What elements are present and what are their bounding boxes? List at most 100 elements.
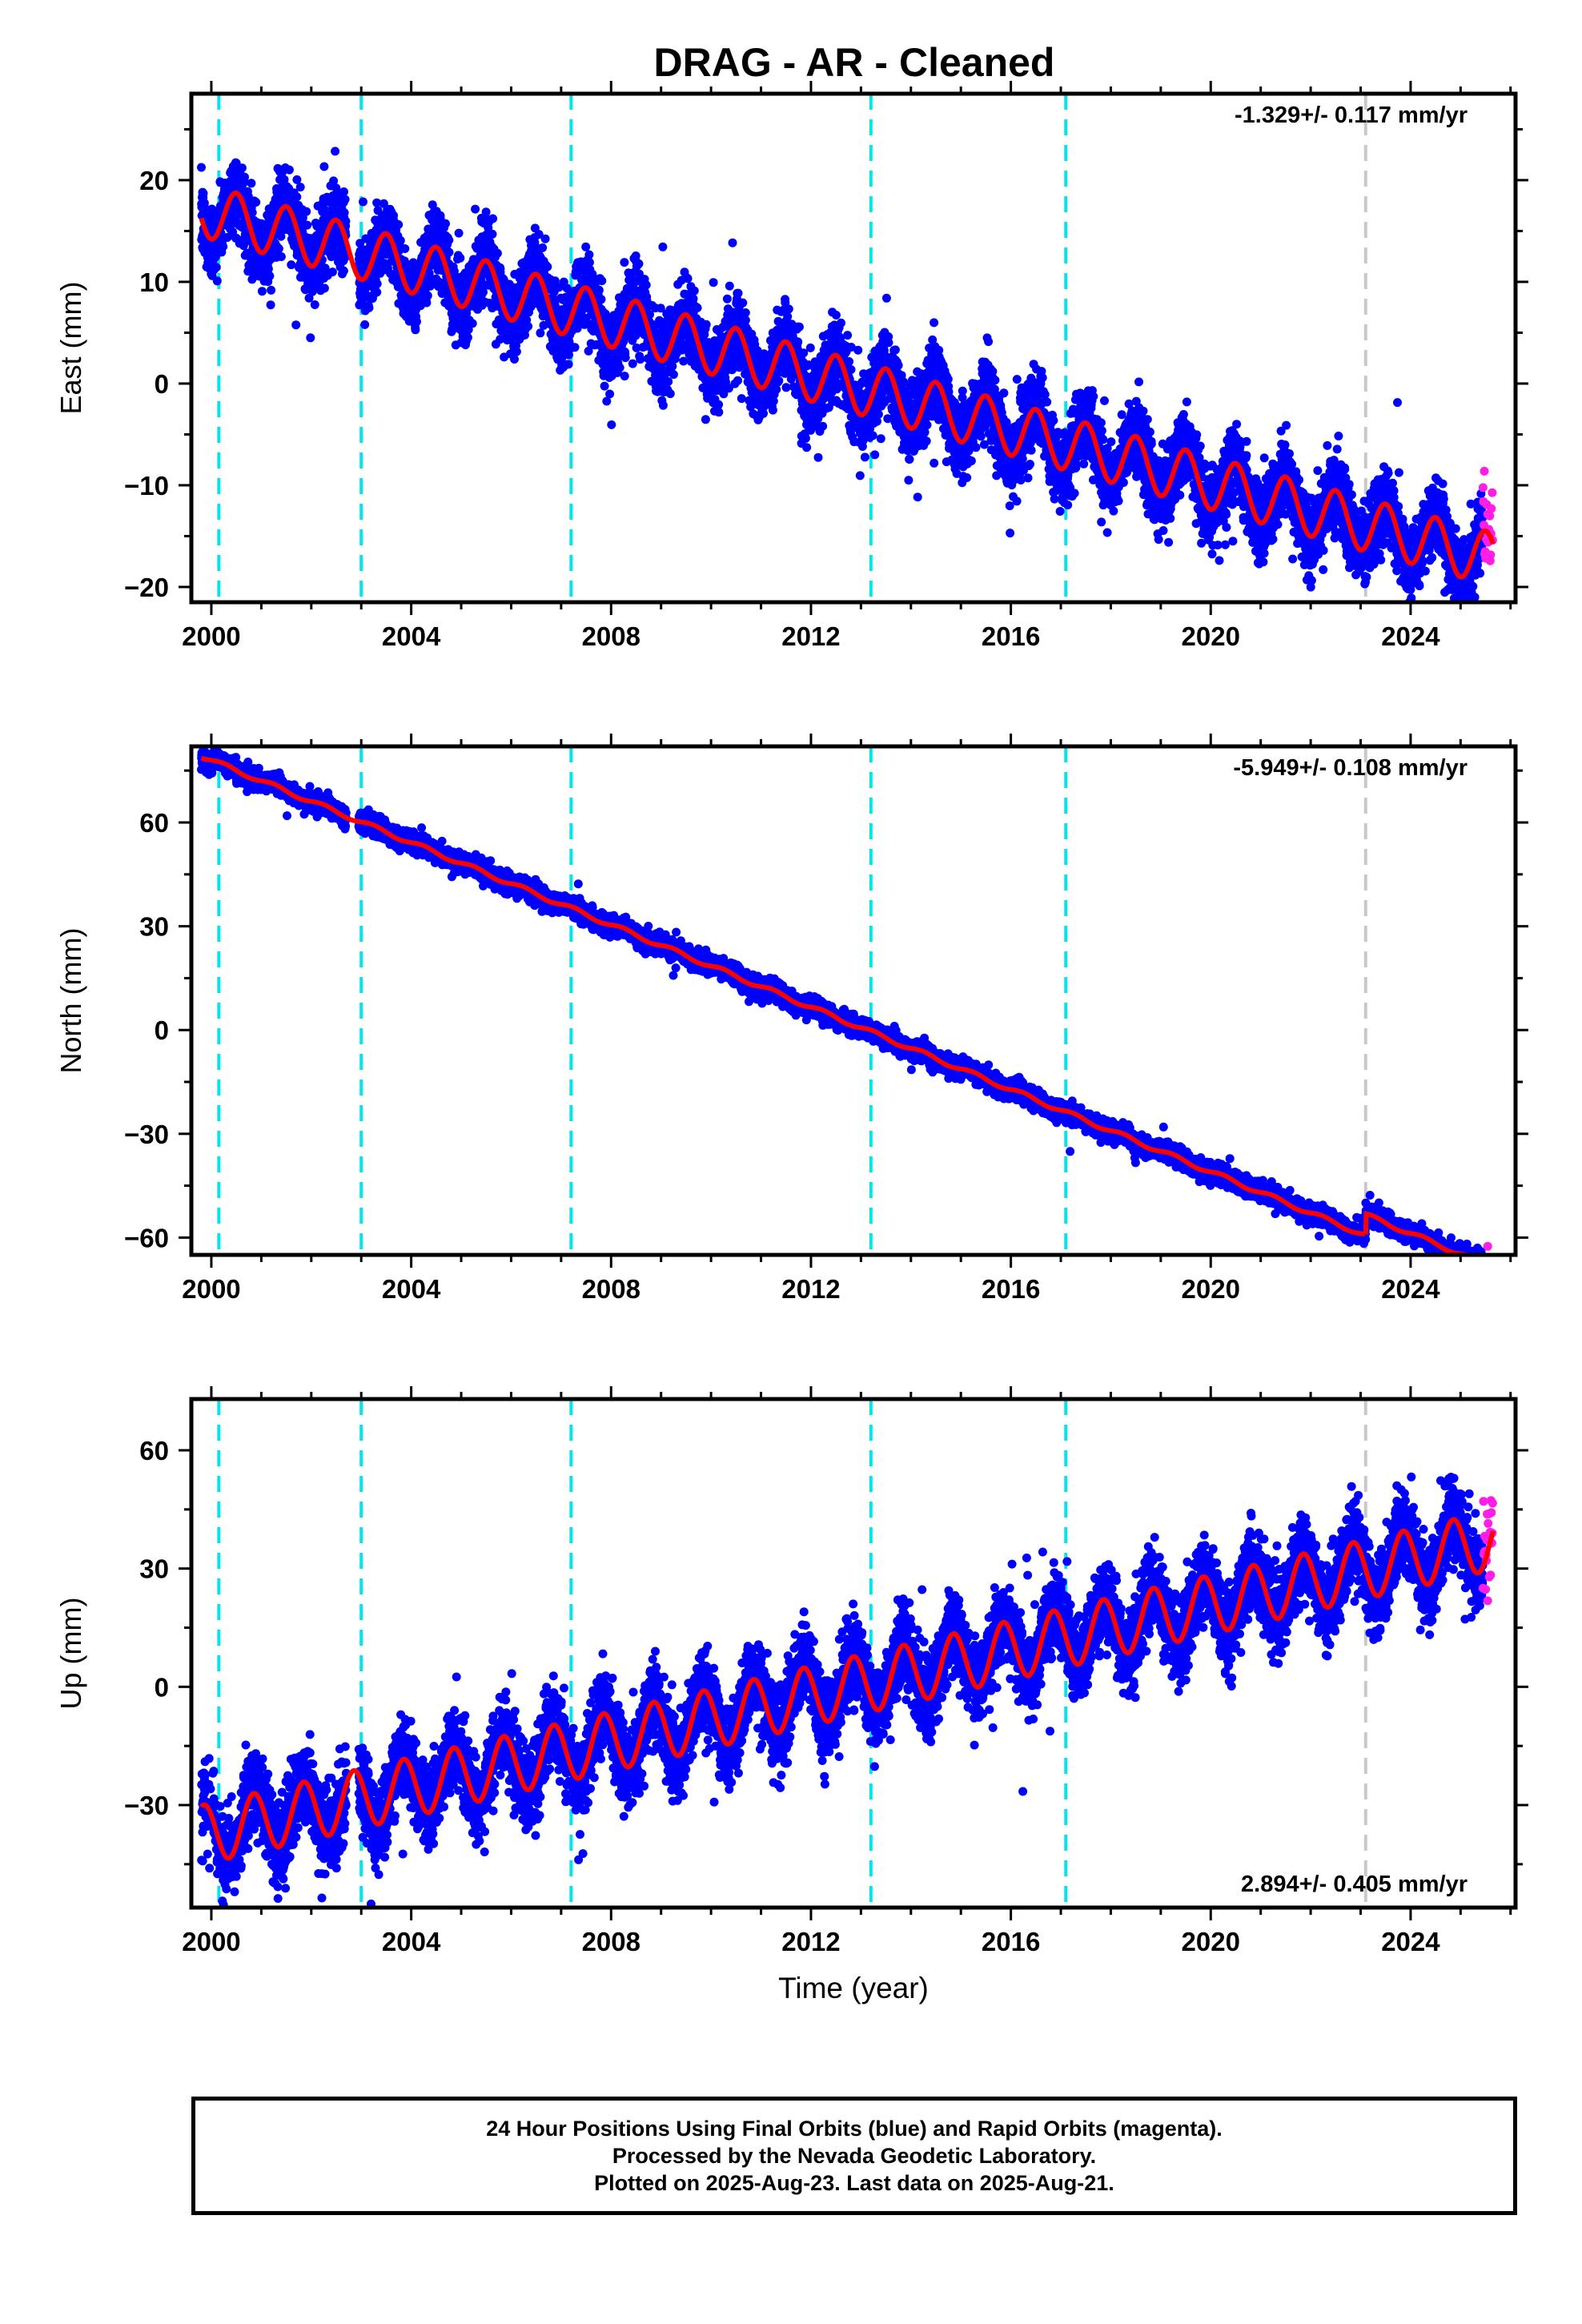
final-orbit-point bbox=[783, 312, 793, 321]
figure-title: DRAG - AR - Cleaned bbox=[654, 40, 1055, 85]
final-orbit-point bbox=[701, 415, 710, 424]
final-orbit-point bbox=[853, 345, 863, 355]
final-orbit-point bbox=[372, 287, 382, 297]
final-orbit-point bbox=[846, 365, 856, 374]
final-orbit-point bbox=[319, 162, 329, 171]
final-orbit-point bbox=[360, 320, 370, 329]
final-orbit-point bbox=[607, 420, 616, 429]
final-orbit-point bbox=[881, 293, 891, 303]
final-orbit-point bbox=[411, 325, 420, 335]
final-orbit-point bbox=[784, 304, 793, 314]
final-orbit-point bbox=[331, 147, 340, 156]
final-orbit-point bbox=[837, 318, 845, 328]
east-panel: 2000 2004 2008 2012 2016 2020 2024−20−1001020E… bbox=[54, 81, 1528, 651]
final-orbit-point bbox=[303, 220, 312, 230]
final-orbit-point bbox=[628, 359, 637, 368]
final-orbit-point bbox=[212, 276, 222, 286]
final-orbit-point bbox=[512, 347, 521, 356]
final-orbit-point bbox=[292, 175, 302, 184]
final-orbit-point bbox=[813, 452, 823, 462]
final-orbit-point bbox=[620, 372, 629, 381]
final-orbit-point bbox=[543, 262, 552, 271]
final-orbit-point bbox=[733, 288, 743, 298]
final-orbit-point bbox=[772, 384, 781, 394]
final-orbit-point bbox=[257, 287, 267, 296]
final-orbit-point bbox=[737, 394, 746, 404]
final-orbit-point bbox=[664, 377, 673, 386]
final-orbit-point bbox=[728, 238, 737, 247]
final-orbit-point bbox=[492, 248, 502, 258]
final-orbit-point bbox=[802, 443, 812, 452]
final-orbit-point bbox=[247, 207, 257, 217]
final-orbit-point bbox=[843, 331, 853, 340]
final-orbit-point bbox=[540, 234, 550, 243]
final-orbit-point bbox=[265, 271, 275, 281]
final-orbit-point bbox=[339, 266, 348, 275]
final-orbit-point bbox=[665, 389, 675, 399]
final-orbit-point bbox=[884, 338, 893, 348]
final-orbit-point bbox=[237, 163, 247, 173]
final-orbit-point bbox=[669, 370, 678, 380]
final-orbit-point bbox=[605, 389, 615, 399]
final-orbit-point bbox=[709, 278, 718, 287]
final-orbit-point bbox=[510, 355, 519, 364]
final-orbit-point bbox=[454, 228, 464, 238]
final-orbit-point bbox=[581, 242, 591, 251]
final-orbit-point bbox=[423, 291, 432, 300]
final-orbit-point bbox=[538, 243, 548, 252]
final-orbit-point bbox=[536, 328, 545, 338]
final-orbit-point bbox=[570, 343, 580, 352]
final-orbit-point bbox=[615, 363, 624, 372]
final-orbit-point bbox=[444, 235, 454, 245]
final-orbit-point bbox=[564, 360, 573, 369]
final-orbit-point bbox=[396, 235, 405, 245]
final-orbit-point bbox=[658, 400, 668, 410]
final-orbit-point bbox=[247, 179, 256, 188]
final-orbit-point bbox=[693, 303, 702, 312]
final-orbit-point bbox=[818, 421, 828, 431]
final-orbit-point bbox=[394, 220, 404, 229]
final-orbit-point bbox=[876, 434, 885, 444]
final-orbit-point bbox=[845, 357, 854, 366]
final-orbit-point bbox=[441, 219, 450, 228]
final-orbit-point bbox=[364, 303, 374, 312]
final-orbit-point bbox=[240, 172, 249, 182]
final-orbit-point bbox=[310, 300, 319, 309]
final-orbit-point bbox=[306, 333, 315, 343]
final-orbit-point bbox=[359, 197, 367, 207]
final-orbit-point bbox=[868, 431, 877, 440]
final-orbit-point bbox=[327, 267, 337, 277]
final-orbit-point bbox=[801, 433, 810, 443]
final-orbit-point bbox=[620, 258, 629, 267]
final-orbit-point bbox=[600, 381, 609, 391]
final-orbit-point bbox=[488, 214, 498, 223]
final-orbit-point bbox=[774, 376, 784, 385]
final-orbit-point bbox=[679, 356, 689, 366]
final-orbit-point bbox=[276, 252, 286, 261]
final-orbit-point bbox=[287, 260, 296, 270]
final-orbit-point bbox=[805, 343, 815, 352]
final-orbit-point bbox=[733, 376, 742, 385]
final-orbit-point bbox=[683, 274, 693, 283]
final-orbit-point bbox=[211, 263, 221, 272]
final-orbit-point bbox=[634, 259, 644, 268]
final-orbit-point bbox=[319, 283, 329, 293]
final-orbit-point bbox=[263, 264, 273, 274]
final-orbit-point bbox=[636, 355, 645, 364]
final-orbit-point bbox=[219, 242, 228, 251]
final-orbit-point bbox=[372, 279, 382, 288]
final-orbit-point bbox=[584, 250, 594, 259]
final-orbit-point bbox=[412, 317, 421, 327]
final-orbit-point bbox=[251, 198, 261, 207]
final-orbit-point bbox=[793, 337, 803, 347]
final-orbit-point bbox=[274, 244, 283, 253]
final-orbit-point bbox=[279, 175, 289, 184]
final-orbit-point bbox=[873, 409, 883, 419]
final-orbit-point bbox=[199, 188, 208, 198]
final-orbit-point bbox=[456, 253, 465, 263]
final-orbit-point bbox=[320, 263, 330, 273]
final-orbit-point bbox=[329, 176, 339, 186]
final-orbit-point bbox=[292, 192, 302, 202]
final-orbit-point bbox=[890, 345, 900, 355]
final-orbit-point bbox=[689, 286, 699, 296]
